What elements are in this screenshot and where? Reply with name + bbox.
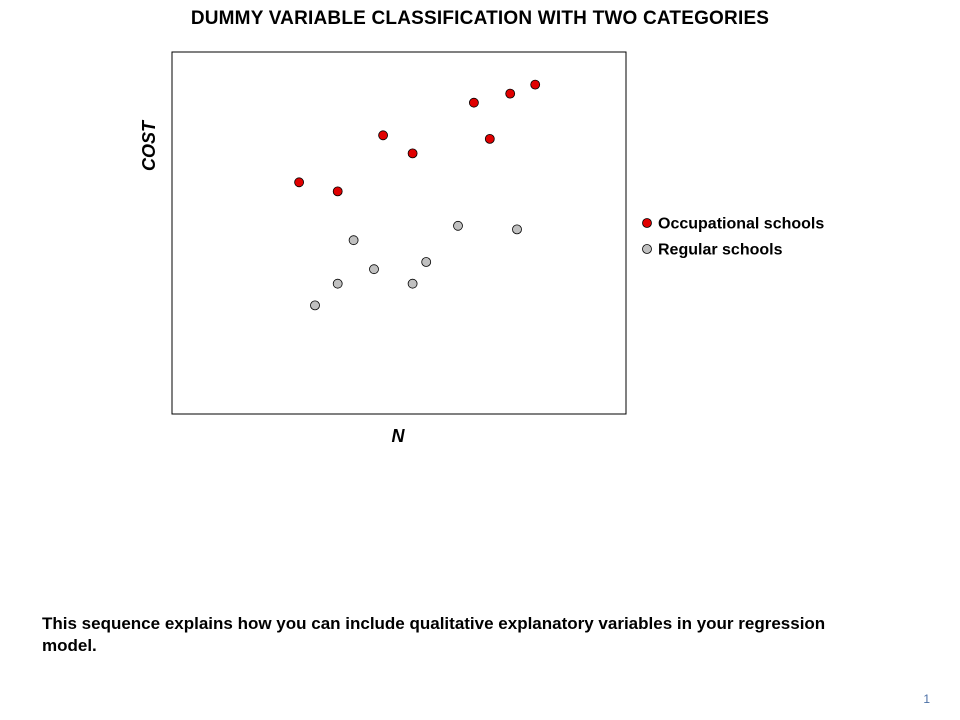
legend: Occupational schools Regular schools	[642, 216, 824, 259]
x-axis-label: N	[392, 426, 406, 446]
caption-text: This sequence explains how you can inclu…	[42, 614, 826, 655]
data-point-series-0-1	[332, 186, 343, 197]
legend-label-series-1: Regular schools	[658, 242, 783, 259]
data-point-series-1-6	[453, 220, 463, 231]
data-point-series-1-2	[348, 235, 359, 246]
data-point-series-1-3	[369, 264, 379, 275]
data-point-series-1-1	[332, 278, 343, 289]
data-point-series-1-4	[407, 278, 418, 289]
data-point-series-0-4	[468, 97, 479, 108]
page-number: 1	[923, 692, 930, 706]
legend-marker-series-0	[642, 218, 652, 228]
data-point-series-0-0	[294, 177, 305, 188]
data-point-series-0-5	[484, 133, 495, 144]
points-layer	[294, 79, 541, 311]
data-point-series-1-5	[421, 257, 432, 267]
legend-marker-series-1	[642, 244, 652, 254]
data-point-series-0-6	[505, 88, 516, 99]
y-axis-label: COST	[139, 119, 159, 171]
plot-frame	[171, 51, 627, 415]
slide-title: DUMMY VARIABLE CLASSIFICATION WITH TWO C…	[190, 8, 770, 29]
data-point-series-0-3	[407, 148, 418, 159]
data-point-series-1-0	[310, 300, 320, 311]
legend-label-series-0: Occupational schools	[658, 216, 824, 233]
data-point-series-0-7	[530, 79, 541, 90]
data-point-series-0-2	[378, 130, 389, 141]
data-point-series-1-7	[512, 224, 522, 235]
